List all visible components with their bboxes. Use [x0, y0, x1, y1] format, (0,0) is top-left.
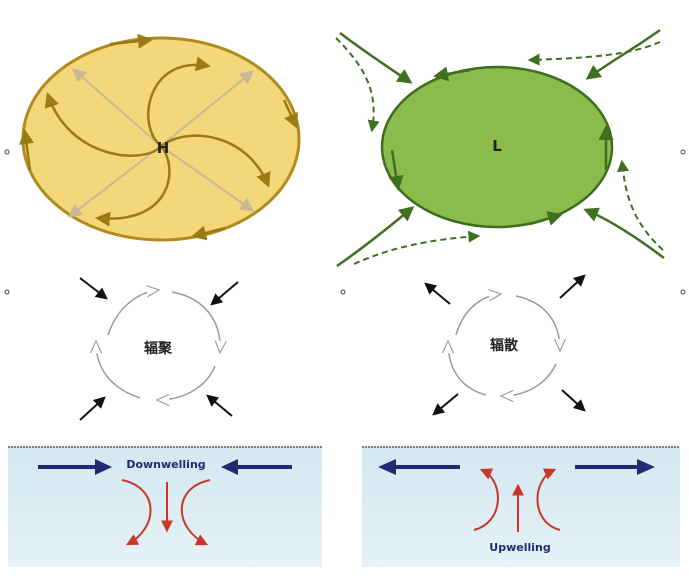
high-pressure-label: H — [157, 139, 170, 157]
high-outflow-arrows — [67, 68, 255, 218]
low-pressure-label: L — [492, 137, 502, 155]
separator-dots — [4, 149, 686, 295]
divergence-panel: 辐散 — [424, 274, 586, 416]
wind-arrow-left — [378, 459, 460, 475]
convergence-panel: 辐聚 — [79, 277, 239, 421]
wind-arrow-left — [221, 459, 292, 475]
downwelling-label: Downwelling — [126, 458, 205, 471]
low-dashed-arrows — [335, 37, 664, 265]
downwelling-currents — [121, 479, 211, 546]
low-boundary-arrows — [388, 66, 614, 226]
downwelling-panel: Downwelling — [8, 446, 322, 567]
low-pressure-ellipse — [380, 65, 614, 229]
upwelling-currents — [473, 468, 561, 532]
upwelling-panel: Upwelling — [362, 446, 680, 567]
divergence-circle-arrows — [448, 294, 560, 396]
convergence-label: 辐聚 — [144, 340, 173, 357]
divergence-label: 辐散 — [490, 337, 519, 354]
wind-arrow-right — [575, 459, 655, 475]
low-inflow-arrows — [336, 28, 665, 268]
upwelling-wind-arrows — [378, 459, 655, 475]
divergence-outflow-arrows — [424, 274, 586, 416]
high-boundary-arrows — [19, 33, 298, 241]
upwelling-label: Upwelling — [489, 541, 550, 554]
convergence-circle-arrows — [96, 290, 220, 400]
low-pressure-panel: L — [335, 28, 665, 268]
high-spiral-arms — [44, 56, 271, 227]
convergence-inflow-arrows — [79, 277, 239, 421]
downwelling-wind-arrows — [38, 459, 292, 475]
high-pressure-panel: H — [19, 33, 301, 242]
wind-arrow-right — [38, 459, 112, 475]
